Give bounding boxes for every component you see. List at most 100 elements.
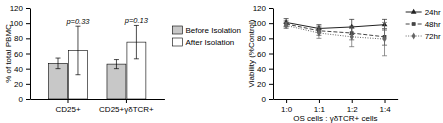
tick-mark <box>269 8 273 9</box>
tick-mark <box>26 99 30 100</box>
tick-mark <box>26 8 30 9</box>
error-bar <box>114 60 119 69</box>
legend-marker <box>412 22 416 26</box>
line <box>286 22 384 28</box>
y-tick: 120 <box>253 4 273 13</box>
tick-mark <box>269 99 273 100</box>
tick-label: 0 <box>19 95 24 104</box>
marker <box>383 36 387 43</box>
legend-item: Before Isolation <box>172 26 241 35</box>
error-bar-part <box>77 26 78 75</box>
legend-label: 24hr <box>425 8 441 17</box>
y-tick: 40 <box>257 65 273 74</box>
tick-mark <box>352 99 353 103</box>
y-tick: 60 <box>14 50 30 59</box>
plot-area <box>49 25 146 99</box>
chart-panel: Before Isolation After Isolation 0 20 40 60 80… <box>4 4 241 114</box>
error-bar <box>382 22 387 55</box>
error-bar-part <box>58 58 59 69</box>
tick-label: 60 <box>14 50 23 59</box>
legend-marker <box>411 9 417 14</box>
error-bar-part <box>316 27 321 28</box>
error-bar-part <box>349 19 354 20</box>
tick-mark <box>385 99 386 103</box>
error-bar-part <box>316 26 321 27</box>
tick-label: CD25+ <box>55 105 80 114</box>
tick-label: 1:4 <box>379 105 391 114</box>
annotation: p=0.13 <box>124 16 149 25</box>
error-bar-part <box>382 22 387 23</box>
tick-label: 40 <box>257 65 266 74</box>
error-bar <box>316 28 321 39</box>
tick-label: 120 <box>253 4 267 13</box>
y-tick: 80 <box>14 34 30 43</box>
error-bar-part <box>349 26 354 27</box>
error-bar-part <box>316 38 321 39</box>
tick-mark <box>26 84 30 85</box>
x-tick: CD25+γδTCR+ <box>99 99 154 114</box>
tick-label: 1:2 <box>347 105 359 114</box>
tick-label: 60 <box>257 50 266 59</box>
y-tick: 0 <box>262 95 273 104</box>
error-bar-part <box>116 60 117 69</box>
legend-label: 72hr <box>425 32 441 41</box>
tick-label: CD25+γδTCR+ <box>99 105 154 114</box>
tick-mark <box>26 23 30 24</box>
bar <box>49 63 68 99</box>
legend: Before Isolation After Isolation <box>172 26 241 47</box>
tick-mark <box>269 84 273 85</box>
legend-item: After Isolation <box>172 38 234 47</box>
x-axis: CD25+ CD25+γδTCR+ <box>31 99 165 114</box>
y-tick: 0 <box>19 95 30 104</box>
legend-item: 48hr <box>406 20 441 29</box>
error-bar-part <box>349 46 354 47</box>
tick-label: 40 <box>14 65 23 74</box>
legend-label: After Isolation <box>185 38 234 47</box>
tick-label: 80 <box>257 34 266 43</box>
axis-line <box>274 99 399 100</box>
tick-mark <box>269 38 273 39</box>
y-axis-title: % of total PBMC <box>4 24 13 83</box>
x-axis: 1:0 1:1 1:2 1:4 <box>274 99 399 114</box>
legend-item: 72hr <box>406 32 441 41</box>
axis-line <box>31 99 165 100</box>
error-bar-part <box>114 68 119 69</box>
y-tick: 20 <box>14 80 30 89</box>
tick-label: 120 <box>10 4 24 13</box>
x-tick: 1:0 <box>281 99 293 114</box>
figure: Before Isolation After Isolation 0 20 40 60 80… <box>0 0 443 123</box>
error-bar-part <box>134 58 139 59</box>
error-bar-part <box>349 26 354 27</box>
error-bar <box>284 22 289 28</box>
error-bar <box>349 27 354 47</box>
marker <box>350 33 354 40</box>
error-bar <box>134 25 139 58</box>
tick-mark <box>269 69 273 70</box>
error-bar-part <box>284 18 289 19</box>
legend-label: 48hr <box>425 20 441 29</box>
error-bar-part <box>56 68 61 69</box>
bar <box>107 64 126 99</box>
tick-mark <box>26 69 30 70</box>
tick-label: 80 <box>14 34 23 43</box>
tick-mark <box>67 99 68 103</box>
y-tick: 40 <box>14 65 30 74</box>
axis-line <box>273 9 274 100</box>
marker <box>317 30 321 37</box>
y-tick: 80 <box>257 34 273 43</box>
error-bar-part <box>136 25 137 58</box>
error-bar-part <box>382 19 387 20</box>
x-tick: 1:1 <box>314 99 326 114</box>
line-series <box>284 22 387 56</box>
error-bar-part <box>382 55 387 56</box>
legend-item: 24hr <box>406 8 441 17</box>
tick-mark <box>126 99 127 103</box>
line-series <box>284 21 387 45</box>
tick-label: 20 <box>257 80 266 89</box>
tick-mark <box>26 54 30 55</box>
y-axis-title: Viability (%Control) <box>247 19 256 87</box>
marker <box>284 22 288 29</box>
y-tick: 60 <box>257 50 273 59</box>
legend-label: Before Isolation <box>185 26 241 35</box>
legend: 24hr 48hr 72hr <box>406 8 441 41</box>
